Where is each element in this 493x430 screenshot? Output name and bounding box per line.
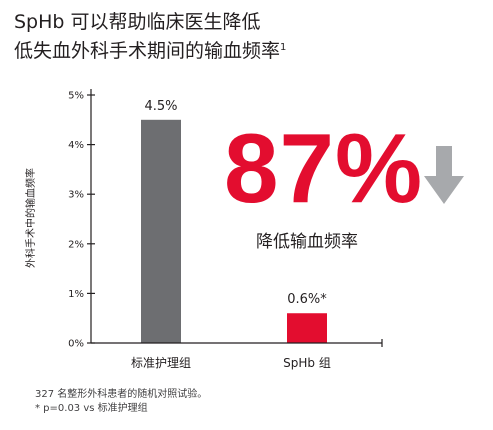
bar xyxy=(287,313,327,343)
y-tick-label: 3% xyxy=(68,190,84,201)
bar-value-label: 0.6%* xyxy=(287,292,327,307)
chart-title: SpHb 可以帮助临床医生降低 低失血外科手术期间的输血频率1 xyxy=(14,8,484,66)
y-tick-label: 2% xyxy=(68,239,84,250)
x-category-label: SpHb 组 xyxy=(283,356,331,370)
y-axis-label: 外科手术中的输血频率 xyxy=(26,168,37,268)
y-tick-label: 4% xyxy=(68,140,84,151)
footnote-significance: * p=0.03 vs 标准护理组 xyxy=(35,403,148,414)
footnote-study: 327 名整形外科患者的随机对照试验。 xyxy=(35,389,208,400)
y-axis: 0% 1% 2% 3% 4% 5% xyxy=(68,89,95,350)
title-reference-superscript: 1 xyxy=(280,42,287,53)
y-tick-label: 1% xyxy=(68,289,84,300)
bar-value-label: 4.5% xyxy=(144,99,177,114)
bar-value-labels: 4.5% 0.6%* xyxy=(144,99,327,307)
y-tick-label: 5% xyxy=(68,91,84,102)
chart-title-line-1: SpHb 可以帮助临床医生降低 xyxy=(14,11,261,33)
bar xyxy=(141,119,181,343)
chart-title-line-2-text: 低失血外科手术期间的输血频率 xyxy=(14,40,281,62)
x-axis: 标准护理组 SpHb 组 xyxy=(91,339,383,370)
bars xyxy=(141,119,327,343)
footnotes: 327 名整形外科患者的随机对照试验。 * p=0.03 vs 标准护理组 xyxy=(35,388,207,416)
down-arrow-icon xyxy=(424,146,464,204)
reduction-percent: 87% xyxy=(224,113,424,223)
y-tick-label: 0% xyxy=(68,339,84,350)
reduction-caption: 降低输血频率 xyxy=(256,232,358,252)
chart-title-line-2: 低失血外科手术期间的输血频率1 xyxy=(14,37,484,66)
x-category-label: 标准护理组 xyxy=(131,356,191,370)
